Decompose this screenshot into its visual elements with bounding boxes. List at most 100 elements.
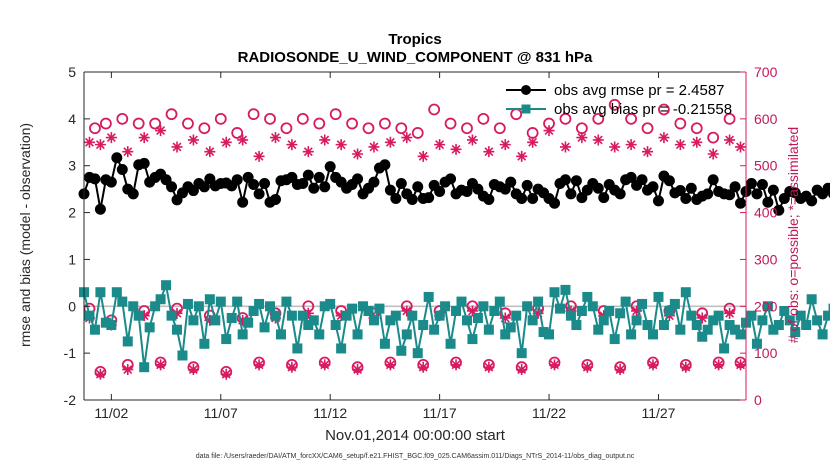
bias-series-marker	[489, 305, 500, 316]
bias-series-marker	[259, 322, 270, 333]
rmse-series-marker	[592, 182, 604, 194]
assimilated-count-marker	[614, 364, 626, 376]
rmse-series-marker	[127, 188, 139, 200]
rmse-series-marker	[773, 204, 785, 216]
rmse-series-marker	[576, 192, 588, 204]
rmse-series-marker	[445, 173, 457, 185]
left-tick-label: 0	[68, 298, 76, 314]
bias-series-marker	[352, 329, 363, 340]
possible-count-marker	[247, 108, 260, 121]
bias-series-marker	[434, 310, 445, 321]
assimilated-count-marker	[647, 359, 659, 371]
bias-series-marker	[680, 287, 691, 298]
assimilated-count-marker	[204, 146, 216, 158]
bias-series-marker	[615, 308, 626, 319]
rmse-series-marker	[702, 188, 714, 200]
bias-series-marker	[806, 294, 817, 305]
assimilated-count-marker	[138, 132, 150, 144]
rmse-series-marker	[505, 176, 517, 188]
bias-series-marker	[243, 317, 254, 328]
bias-series-marker	[647, 329, 658, 340]
bias-series-marker	[407, 310, 418, 321]
bias-series-marker	[172, 324, 183, 335]
assimilated-count-marker	[286, 361, 298, 373]
rmse-series-marker	[559, 174, 571, 186]
assimilated-count-marker	[434, 139, 446, 151]
axes	[83, 71, 747, 401]
rmse-series-marker	[521, 179, 533, 191]
assimilated-count-marker	[527, 136, 539, 148]
bias-series-marker	[757, 315, 768, 326]
rmse-series-marker	[663, 175, 675, 187]
right-tick-label: 0	[754, 392, 762, 408]
assimilated-count-marker	[609, 141, 621, 153]
bias-series-marker	[790, 327, 801, 338]
assimilated-count-marker	[384, 136, 396, 148]
possible-count-marker	[132, 117, 145, 130]
possible-count-marker	[99, 117, 112, 130]
bias-series-marker	[308, 315, 319, 326]
rmse-series-marker	[324, 161, 336, 173]
possible-count-marker	[280, 122, 293, 135]
rmse-series-marker	[636, 174, 648, 186]
x-tick-label: 11/02	[94, 405, 128, 421]
rmse-series-marker	[565, 188, 577, 200]
bias-series-marker	[347, 303, 358, 314]
bias-series-marker	[451, 305, 462, 316]
rmse-series-marker	[756, 178, 768, 190]
possible-count-marker	[592, 112, 605, 125]
assimilated-count-marker	[576, 132, 588, 144]
bias-series-marker	[133, 310, 144, 321]
legend-bias-marker	[521, 104, 531, 114]
bias-series-marker	[626, 329, 637, 340]
left-tick-label: 4	[68, 111, 76, 127]
bias-series-marker	[511, 310, 522, 321]
bias-series-marker	[801, 320, 812, 331]
bias-series-marker	[166, 310, 177, 321]
bias-series-marker	[544, 329, 555, 340]
rmse-series-marker	[674, 185, 686, 197]
bias-series-marker	[297, 310, 308, 321]
assimilated-count-marker	[237, 134, 249, 146]
assimilated-count-marker	[122, 364, 134, 376]
bias-series-marker	[275, 329, 286, 340]
bias-series-marker	[549, 287, 560, 298]
left-tick-label: 2	[68, 205, 76, 221]
assimilated-count-marker	[483, 361, 495, 373]
bias-series-marker	[193, 301, 204, 312]
rmse-series-marker	[685, 182, 697, 194]
rmse-series-marker	[253, 188, 265, 200]
x-tick-label: 11/27	[641, 405, 675, 421]
assimilated-count-marker	[155, 125, 167, 137]
assimilated-count-marker	[187, 364, 199, 376]
bias-series-marker	[117, 296, 128, 307]
assimilated-count-marker	[466, 134, 478, 146]
assimilated-count-marker	[302, 146, 314, 158]
rmse-series-marker	[231, 174, 243, 186]
bias-series-marker	[84, 310, 95, 321]
bias-series-marker	[161, 280, 172, 291]
bias-series-marker	[582, 291, 593, 302]
bias-series-marker	[330, 320, 341, 331]
rmse-series-marker	[94, 203, 106, 215]
bias-series-marker	[396, 345, 407, 356]
rmse-series-marker	[729, 181, 741, 193]
assimilated-count-marker	[532, 307, 544, 319]
bias-series-marker	[779, 305, 790, 316]
bias-series-marker	[795, 310, 806, 321]
bias-series-marker	[128, 301, 139, 312]
bias-series-marker	[516, 348, 527, 359]
assimilated-count-marker	[220, 136, 232, 148]
bias-series-marker	[604, 305, 615, 316]
bias-series-marker	[221, 334, 232, 345]
legend-rmse-label: obs avg rmse pr = 2.4587	[554, 82, 725, 99]
right-y-axis-label: # of obs: o=possible; *=assimilated	[785, 127, 801, 343]
bias-series-marker	[341, 310, 352, 321]
bias-series-marker	[95, 287, 106, 298]
possible-count-marker	[231, 127, 244, 139]
bias-series-marker	[292, 343, 303, 354]
possible-count-marker	[379, 117, 391, 130]
rmse-series-marker	[724, 189, 736, 201]
right-tick-label: 700	[754, 64, 778, 80]
bias-series-marker	[658, 320, 669, 331]
